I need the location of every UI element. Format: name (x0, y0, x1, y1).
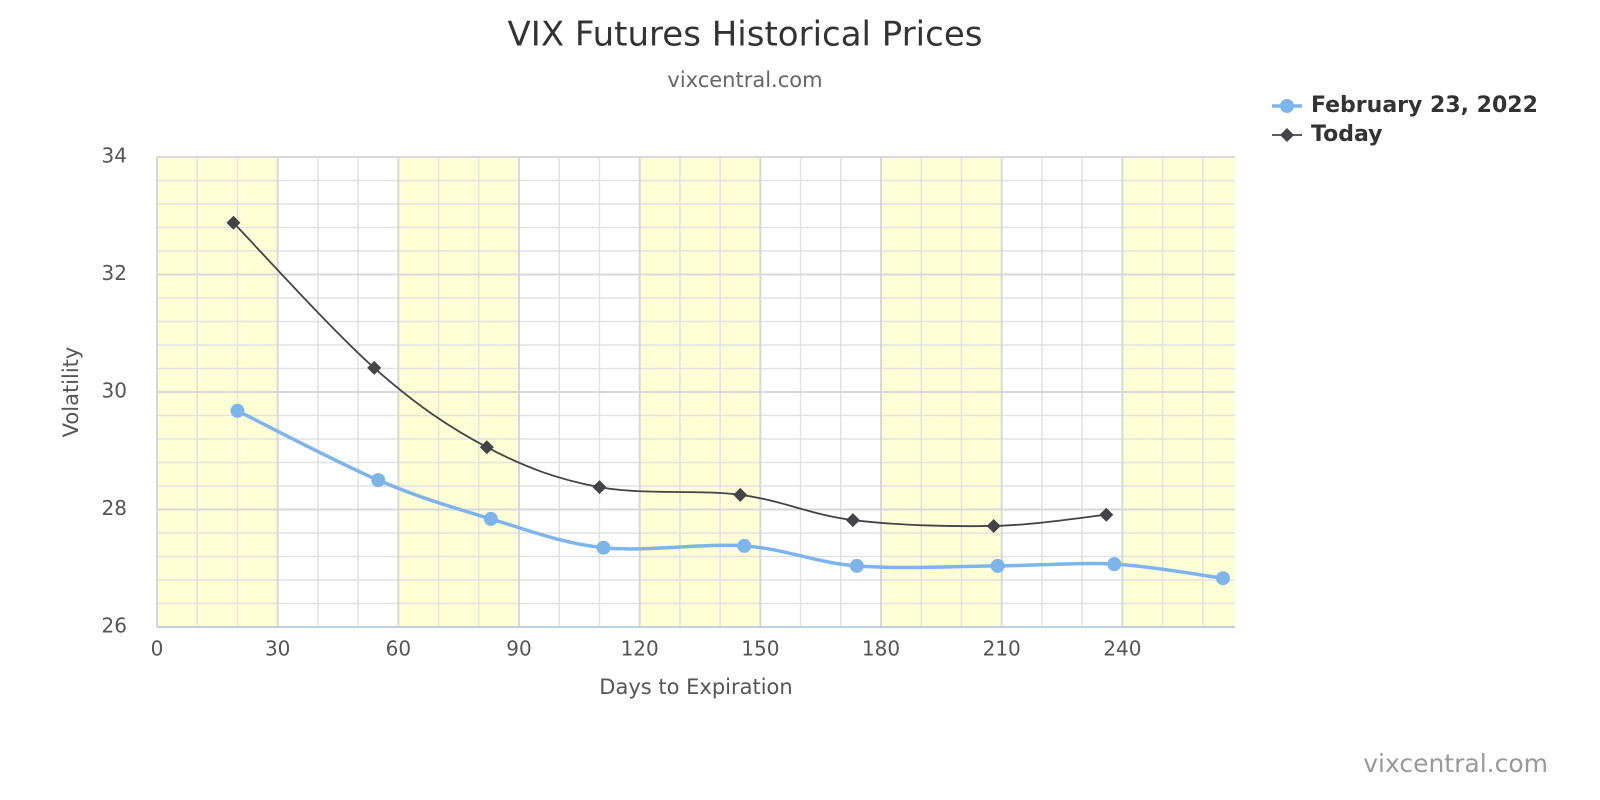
y-tick-label: 28 (102, 496, 127, 520)
y-axis-label: Volatility (59, 347, 83, 438)
legend-label: Today (1311, 122, 1382, 147)
legend-marker (1280, 128, 1294, 142)
legend-marker (1280, 99, 1294, 113)
x-tick-label: 120 (621, 637, 659, 661)
point (990, 558, 1005, 573)
point (483, 511, 498, 526)
point (230, 403, 245, 418)
x-tick-label: 90 (506, 637, 531, 661)
x-tick-label: 240 (1103, 637, 1141, 661)
y-tick-label: 34 (102, 144, 127, 168)
y-tick-label: 26 (102, 614, 127, 638)
x-axis-label: Days to Expiration (599, 675, 792, 699)
chart-subtitle: vixcentral.com (667, 68, 822, 92)
legend-label: February 23, 2022 (1311, 93, 1538, 118)
point (226, 215, 241, 230)
chart-title: VIX Futures Historical Prices (508, 15, 983, 55)
point (592, 480, 607, 495)
point (737, 538, 752, 553)
x-tick-label: 30 (265, 637, 290, 661)
point (1215, 571, 1230, 586)
point (371, 473, 386, 488)
x-tick-label: 210 (983, 637, 1021, 661)
x-tick-label: 0 (151, 637, 164, 661)
point (845, 513, 860, 528)
x-tick-label: 180 (862, 637, 900, 661)
y-tick-label: 30 (102, 379, 127, 403)
point (479, 440, 494, 455)
point (596, 540, 611, 555)
y-tick-label: 32 (102, 261, 127, 285)
point (367, 360, 382, 375)
point (1107, 557, 1122, 572)
credits: vixcentral.com (1363, 749, 1548, 778)
x-tick-label: 60 (386, 637, 411, 661)
point (733, 487, 748, 502)
point (849, 558, 864, 573)
point (986, 518, 1001, 533)
x-tick-label: 150 (741, 637, 779, 661)
point (1099, 507, 1114, 522)
